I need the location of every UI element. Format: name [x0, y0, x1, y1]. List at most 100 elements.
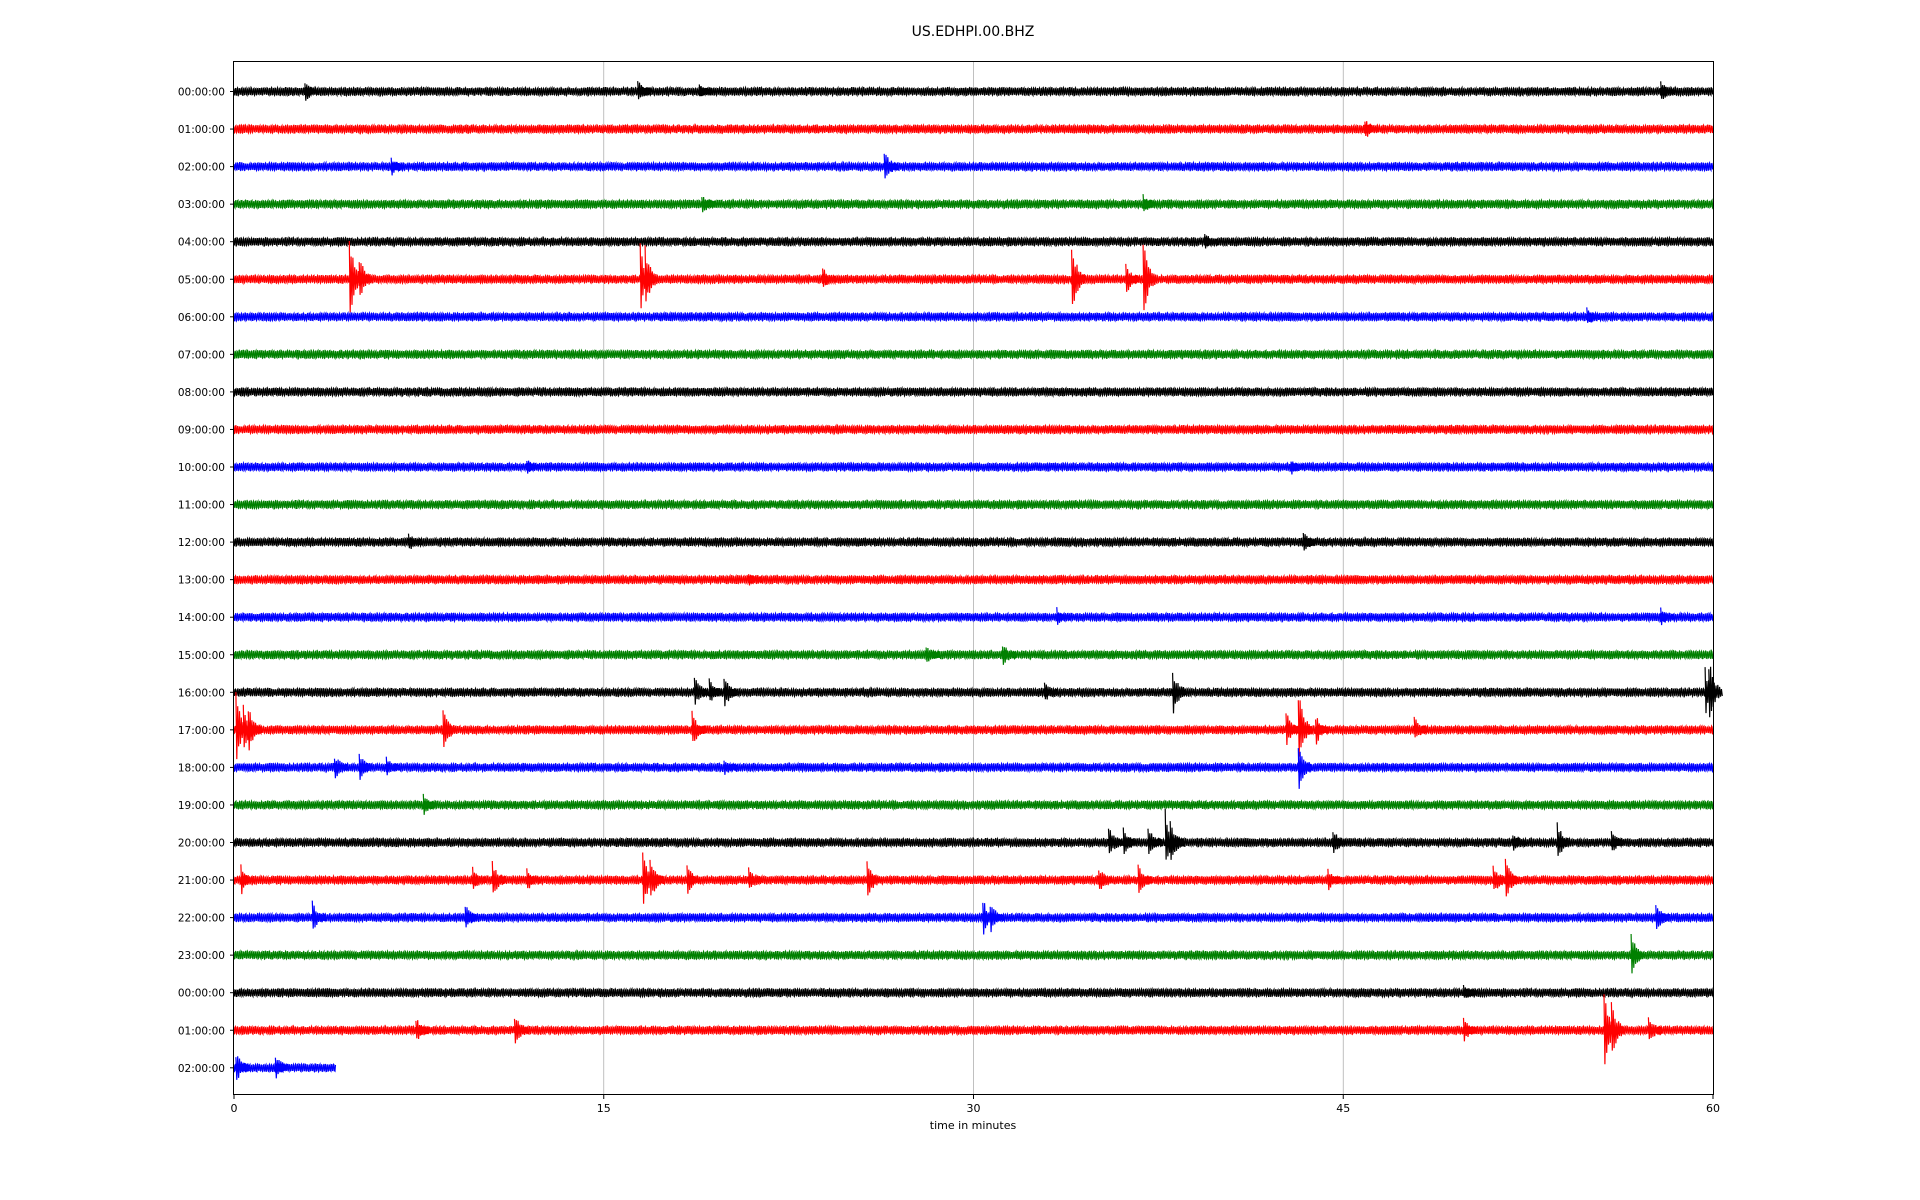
x-tick-label-60: 60 — [1706, 1102, 1720, 1115]
event-spike-row-3-0 — [701, 196, 716, 213]
hour-label-16: 16:00:00 — [178, 687, 225, 699]
event-spike-row-0-3 — [1660, 81, 1675, 100]
event-spike-row-17-7 — [1315, 718, 1330, 745]
trace-row-23 — [233, 949, 1715, 962]
event-spike-row-4-0 — [1204, 234, 1219, 249]
x-tick-label-30: 30 — [967, 1102, 981, 1115]
hour-label-0: 00:00:00 — [178, 87, 225, 99]
event-spike-row-5-4 — [822, 268, 837, 287]
event-spike-row-5-6 — [1125, 263, 1140, 292]
trace-row-14 — [233, 611, 1715, 624]
hour-label-18: 18:00:00 — [178, 762, 225, 774]
event-spike-row-22-4 — [1655, 905, 1670, 930]
event-spike-row-21-1 — [472, 866, 487, 889]
event-spike-row-6-0 — [1586, 307, 1601, 323]
event-spike-row-25-2 — [1462, 1017, 1478, 1042]
hour-label-3: 03:00:00 — [178, 199, 225, 211]
event-spike-row-21-12 — [1492, 865, 1508, 890]
event-spike-row-17-3 — [442, 710, 458, 748]
trace-row-11 — [233, 498, 1715, 511]
trace-row-13 — [233, 573, 1715, 586]
trace-row-9 — [233, 423, 1715, 436]
trace-row-12 — [233, 536, 1715, 549]
event-spike-row-21-3 — [526, 868, 541, 889]
event-spike-row-22-1 — [464, 906, 480, 928]
event-spike-row-20-1 — [1122, 827, 1138, 855]
trace-row-18 — [233, 761, 1715, 774]
event-spike-row-12-0 — [407, 533, 423, 550]
event-spike-row-23-0 — [1630, 933, 1646, 974]
event-spike-row-10-1 — [1290, 461, 1306, 475]
event-spike-row-25-4 — [1610, 1002, 1626, 1051]
hour-label-6: 06:00:00 — [178, 312, 225, 324]
event-spike-row-20-5 — [1332, 832, 1347, 854]
event-spike-row-21-13 — [1504, 858, 1520, 897]
event-spike-row-0-0 — [304, 83, 319, 101]
event-spike-row-20-2 — [1147, 828, 1163, 855]
event-spike-row-17-5 — [1285, 713, 1301, 746]
hour-label-1: 01:00:00 — [178, 124, 225, 136]
trace-row-22 — [233, 911, 1715, 924]
event-spike-row-21-2 — [491, 860, 507, 893]
event-spike-row-16-2 — [723, 678, 739, 707]
event-spike-row-18-2 — [385, 756, 401, 776]
event-spike-row-14-1 — [1660, 607, 1675, 626]
trace-row-15 — [233, 648, 1715, 661]
hour-label-group: 00:00:00 01:00:00 02:00:00 03:00:00 04:00:00… — [178, 87, 234, 1075]
hour-label-13: 13:00:00 — [178, 575, 225, 587]
trace-row-4 — [233, 235, 1715, 248]
event-spike-row-5-3 — [644, 245, 660, 302]
hour-label-15: 15:00:00 — [178, 650, 225, 662]
event-spike-row-16-1 — [708, 678, 724, 701]
trace-row-0 — [233, 85, 1715, 98]
event-spike-row-21-7 — [748, 867, 763, 888]
event-spike-row-3-1 — [1142, 194, 1158, 212]
trace-row-1 — [233, 123, 1715, 136]
hour-label-7: 07:00:00 — [178, 349, 225, 361]
event-spike-row-0-2 — [698, 84, 714, 97]
trace-row-8 — [233, 385, 1715, 398]
event-spike-row-21-11 — [1327, 868, 1342, 891]
event-spike-row-15-0 — [925, 647, 941, 662]
event-spike-row-18-0 — [333, 758, 349, 779]
event-spike-row-0-1 — [637, 81, 652, 100]
event-spike-row-16-6 — [1708, 666, 1723, 718]
hour-label-14: 14:00:00 — [178, 612, 225, 624]
hour-label-23: 23:00:00 — [178, 950, 225, 962]
event-spike-row-22-3 — [989, 906, 1005, 933]
event-spike-row-25-5 — [1647, 1017, 1663, 1040]
trace-group — [233, 81, 1723, 1080]
trace-row-3 — [233, 198, 1715, 211]
x-tick-label-0: 0 — [231, 1102, 238, 1115]
event-spike-row-21-6 — [686, 865, 702, 894]
hour-label-5: 05:00:00 — [178, 274, 225, 286]
trace-row-20 — [233, 836, 1715, 849]
hour-label-22: 22:00:00 — [178, 913, 225, 925]
event-spike-row-20-8 — [1610, 831, 1626, 851]
event-spike-row-1-0 — [1364, 121, 1379, 137]
event-spike-row-14-0 — [1056, 607, 1071, 625]
event-spike-row-5-7 — [1142, 244, 1158, 311]
event-spike-row-17-4 — [691, 710, 707, 742]
hour-label-8: 08:00:00 — [178, 387, 225, 399]
event-spike-row-16-0 — [693, 677, 709, 705]
event-spike-row-13-0 — [748, 574, 763, 586]
hour-label-24: 00:00:00 — [178, 988, 225, 1000]
event-spike-row-18-3 — [723, 760, 739, 775]
event-spike-row-15-1 — [1001, 646, 1017, 665]
hour-label-19: 19:00:00 — [178, 800, 225, 812]
trace-row-2 — [233, 160, 1715, 173]
event-spike-row-20-0 — [1107, 828, 1123, 854]
trace-row-6 — [233, 310, 1715, 323]
event-spike-row-12-1 — [1302, 532, 1318, 551]
event-spike-row-16-3 — [1043, 682, 1059, 700]
x-tick-group: 0 15 30 45 60 — [231, 1094, 1720, 1115]
event-spike-row-25-1 — [513, 1018, 529, 1044]
event-spike-row-25-0 — [415, 1020, 430, 1040]
event-spike-row-19-0 — [422, 793, 438, 815]
event-spike-row-17-6 — [1297, 700, 1313, 757]
x-axis-label: time in minutes — [930, 1119, 1017, 1132]
event-spike-row-2-0 — [390, 157, 406, 176]
trace-row-5 — [233, 273, 1715, 286]
